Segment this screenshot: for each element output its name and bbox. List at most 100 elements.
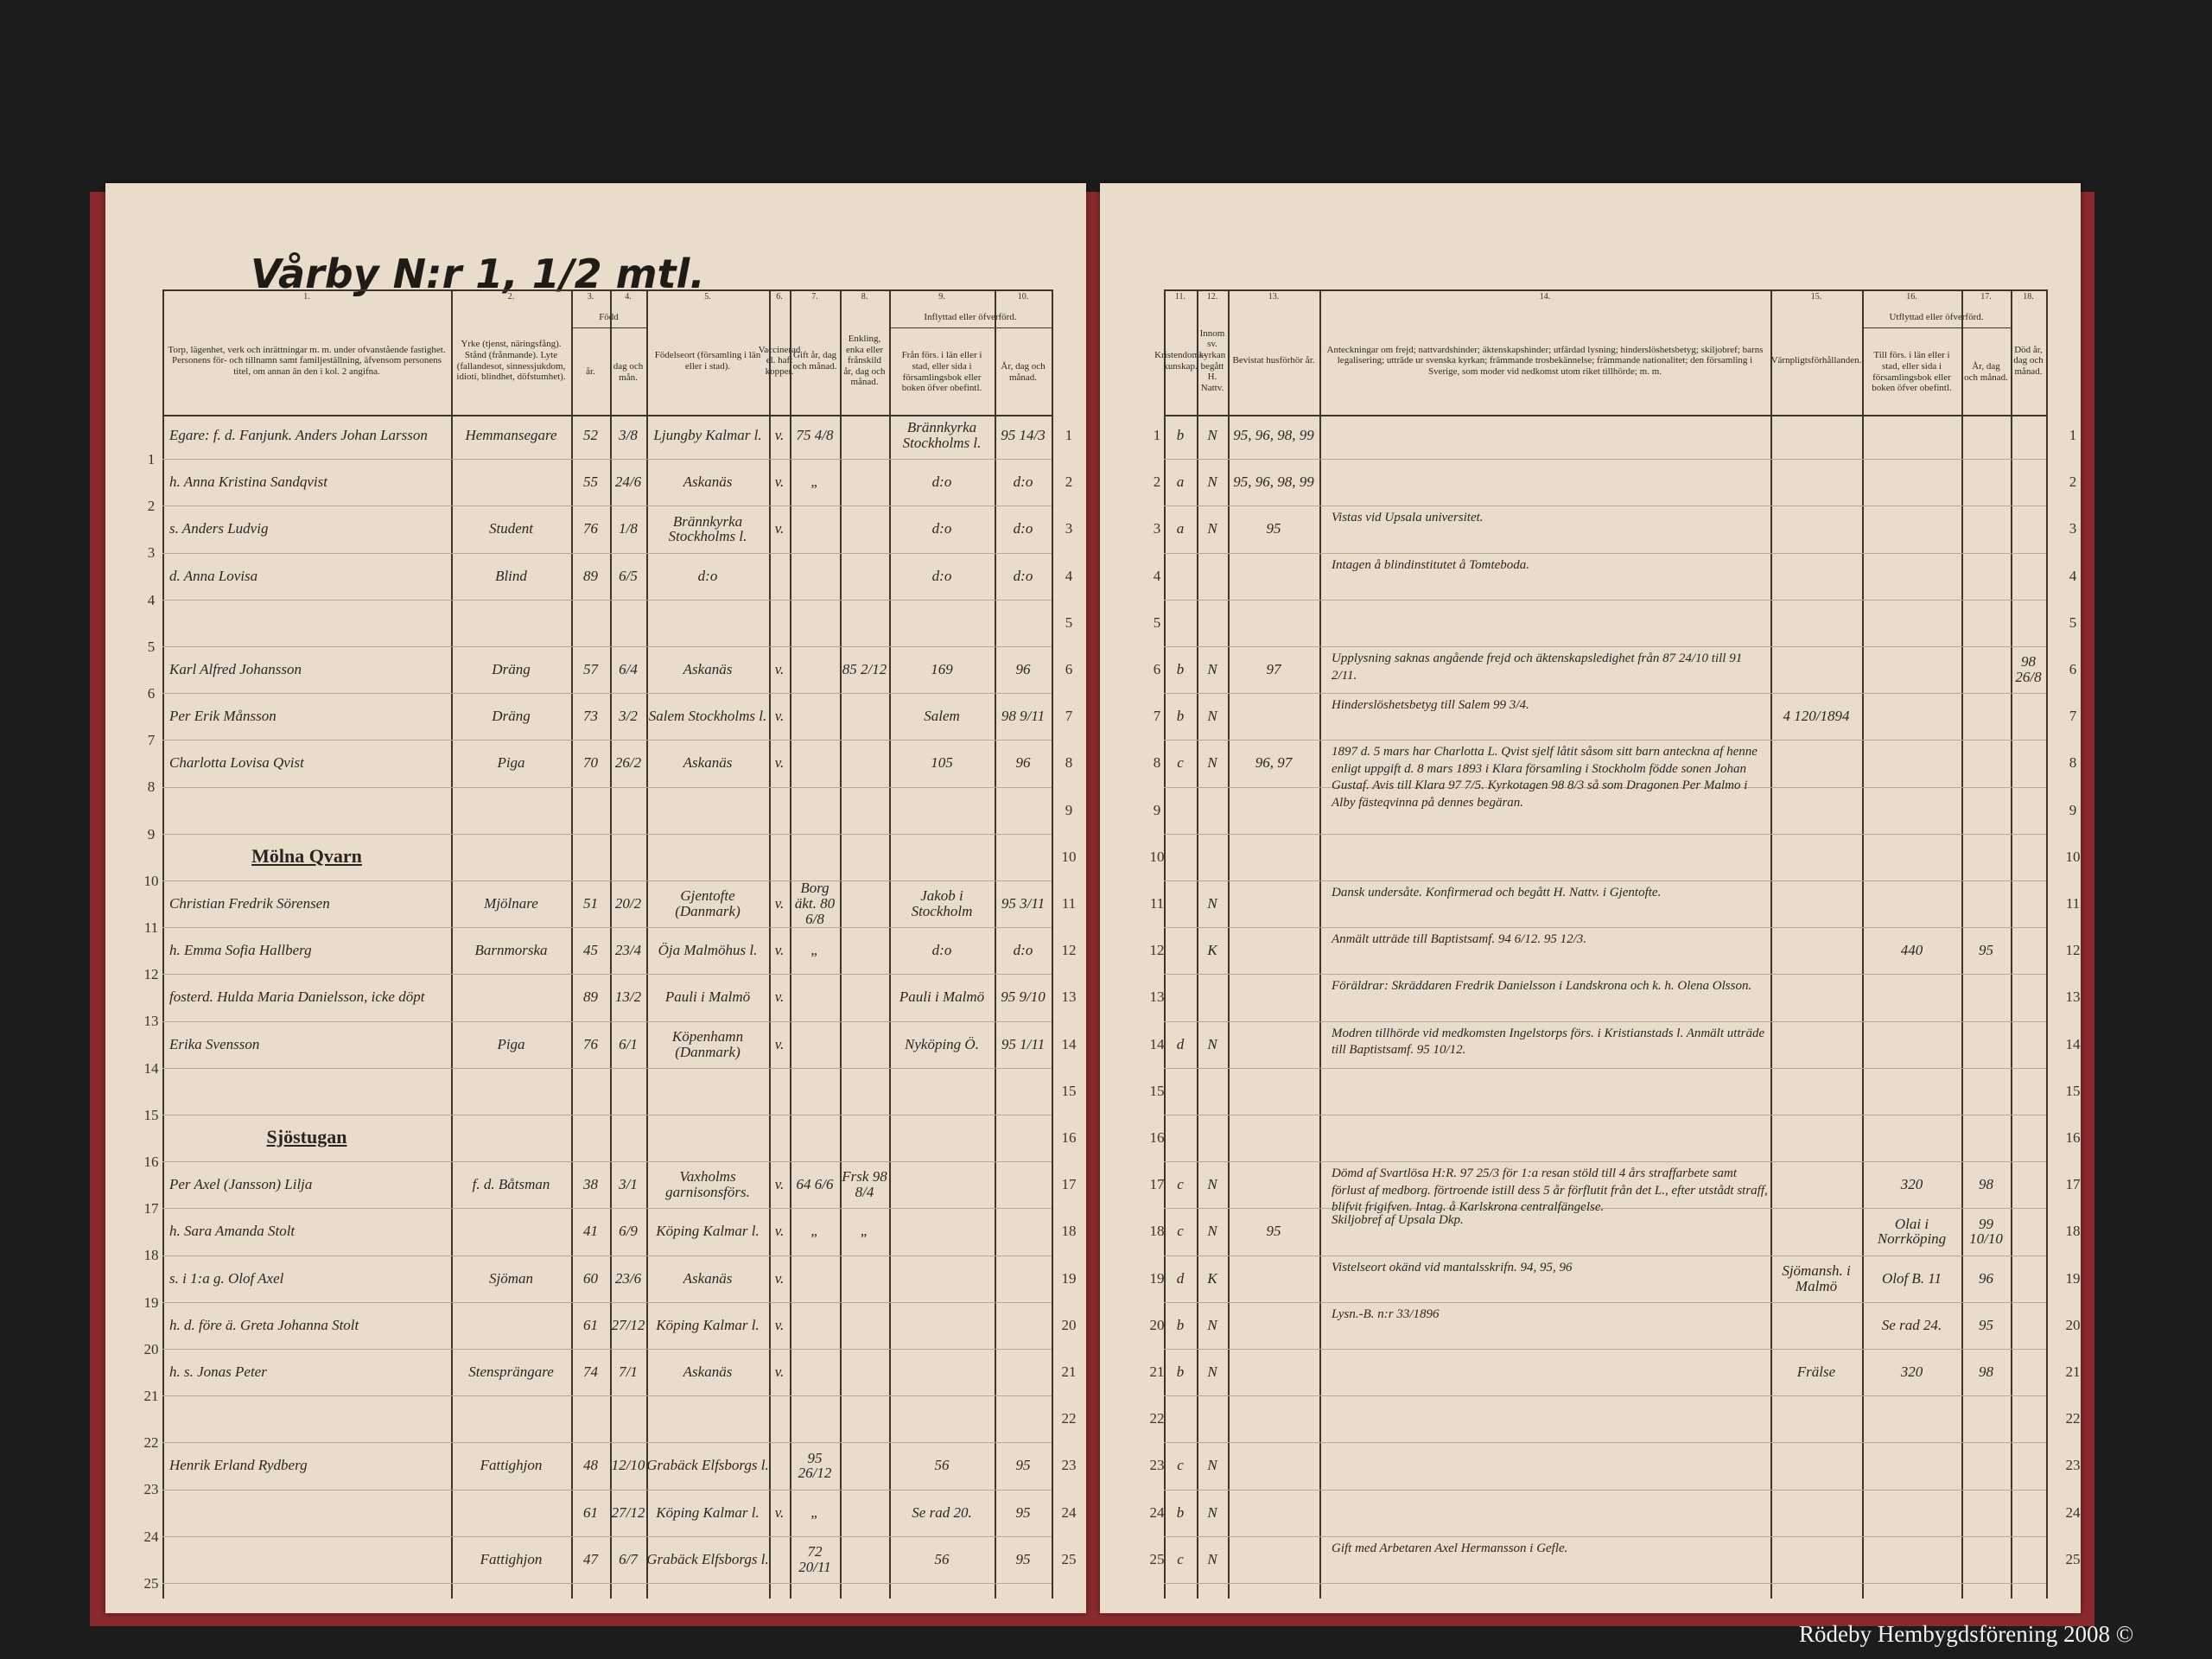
day: 27/12 <box>611 1503 645 1521</box>
married: „ <box>810 1223 819 1240</box>
catechism: a <box>1176 474 1185 491</box>
row-number: 14 <box>143 1059 159 1077</box>
row-rule <box>162 786 1052 788</box>
row-rule <box>1164 1114 2046 1116</box>
remark: Anmält utträde till Baptistsamf. 94 6/12… <box>1332 932 1587 947</box>
row-number: 8 <box>2069 754 2077 772</box>
catechism: b <box>1176 427 1185 444</box>
row-number: 22 <box>143 1434 159 1452</box>
row-number: 7 <box>147 732 156 749</box>
year: 61 <box>583 1503 598 1521</box>
catechism: b <box>1176 1363 1185 1381</box>
row-number: 24 <box>2065 1503 2081 1521</box>
moved-date: 98 9/11 <box>1001 708 1046 725</box>
moved-from: Se rad 20. <box>912 1503 972 1521</box>
row-number: 2 <box>2069 474 2077 491</box>
birthplace: Grabäck Elfsborgs l. <box>646 1550 769 1567</box>
year: 45 <box>583 942 598 959</box>
day: 26/2 <box>614 754 642 772</box>
vaccinated: v. <box>774 1503 785 1521</box>
day: 12/10 <box>611 1457 645 1474</box>
column-number: 12. <box>1206 292 1218 302</box>
occupation: Hemmansegare <box>465 427 557 444</box>
moved-from: 105 <box>931 754 953 772</box>
row-number: 19 <box>143 1294 159 1311</box>
row-number: 25 <box>1149 1550 1165 1567</box>
birthplace: Köping Kalmar l. <box>656 1316 760 1333</box>
row-rule <box>1164 1067 2046 1069</box>
moved-date: 95 <box>1015 1550 1031 1567</box>
row-rule <box>1164 1442 2046 1444</box>
row-rule <box>162 880 1052 881</box>
row-number: 21 <box>1061 1363 1077 1380</box>
married: „ <box>810 474 819 491</box>
row-number: 16 <box>1061 1129 1077 1146</box>
row-number: 24 <box>143 1528 159 1545</box>
row-rule <box>162 599 1052 601</box>
birthplace: Köping Kalmar l. <box>656 1223 760 1240</box>
hearings: 95, 96, 98, 99 <box>1233 474 1314 491</box>
birthplace: Ljungby Kalmar l. <box>653 427 762 444</box>
row-number: 25 <box>2065 1550 2081 1567</box>
catechism: b <box>1176 1503 1185 1521</box>
row-number: 18 <box>1149 1223 1165 1240</box>
row-number: 14 <box>1149 1035 1165 1052</box>
catechism: b <box>1176 708 1185 725</box>
row-number: 4 <box>147 591 156 608</box>
hearings: 97 <box>1266 661 1281 678</box>
year: 51 <box>583 895 598 912</box>
name: h. d. före ä. Greta Johanna Stolt <box>169 1316 359 1333</box>
section-heading: Mölna Qvarn <box>251 844 362 867</box>
column-rule <box>889 289 891 1599</box>
row-number: 17 <box>2065 1176 2081 1193</box>
day: 1/8 <box>619 520 638 537</box>
column-number: 16. <box>1906 292 1917 302</box>
catechism: d <box>1176 1035 1185 1052</box>
row-rule <box>1164 833 2046 835</box>
row-number: 21 <box>2065 1363 2081 1380</box>
occupation: Dräng <box>492 708 531 725</box>
moved-date: d:o <box>1013 520 1033 537</box>
day: 6/7 <box>619 1550 638 1567</box>
row-rule <box>162 693 1052 695</box>
table-rule <box>1164 415 2046 416</box>
remark: Vistas vid Upsala universitet. <box>1332 511 1484 525</box>
row-number: 23 <box>1061 1457 1077 1474</box>
row-rule <box>162 833 1052 835</box>
row-rule <box>162 1348 1052 1350</box>
vaccinated: v. <box>774 427 785 444</box>
table-rule <box>1164 289 2046 291</box>
row-rule <box>162 552 1052 554</box>
married: „ <box>810 942 819 959</box>
column-header: Yrke (tjenst, näringsfång). Stånd (frånm… <box>456 339 566 383</box>
column-number: 6. <box>776 292 783 302</box>
row-rule <box>1164 786 2046 788</box>
row-rule <box>162 1114 1052 1116</box>
row-rule <box>1164 1161 2046 1163</box>
row-number: 8 <box>147 779 156 796</box>
column-rule <box>2046 289 2048 1599</box>
row-rule <box>1164 1348 2046 1350</box>
row-rule <box>1164 1301 2046 1303</box>
year: 61 <box>583 1316 598 1333</box>
column-number: 5. <box>704 292 711 302</box>
row-number: 19 <box>1149 1269 1165 1287</box>
column-rule <box>1319 289 1321 1599</box>
row-rule <box>162 1161 1052 1163</box>
column-rule <box>995 289 996 1599</box>
birthplace: Vaxholms garnisonsförs. <box>665 1168 750 1201</box>
row-rule <box>1164 1255 2046 1256</box>
communion: N <box>1207 708 1217 725</box>
day: 24/6 <box>614 474 642 491</box>
birthplace: Salem Stockholms l. <box>648 708 767 725</box>
column-rule <box>610 289 612 1599</box>
row-number: 10 <box>2065 848 2081 865</box>
moved-from: d:o <box>931 474 952 491</box>
birthplace: Askanäs <box>683 474 733 491</box>
catechism: a <box>1176 520 1185 537</box>
row-number: 20 <box>1061 1316 1077 1333</box>
birthplace: Gjentofte (Danmark) <box>675 887 741 919</box>
row-rule <box>162 927 1052 929</box>
occupation: Piga <box>497 1035 525 1052</box>
birthplace: Köping Kalmar l. <box>656 1503 760 1521</box>
